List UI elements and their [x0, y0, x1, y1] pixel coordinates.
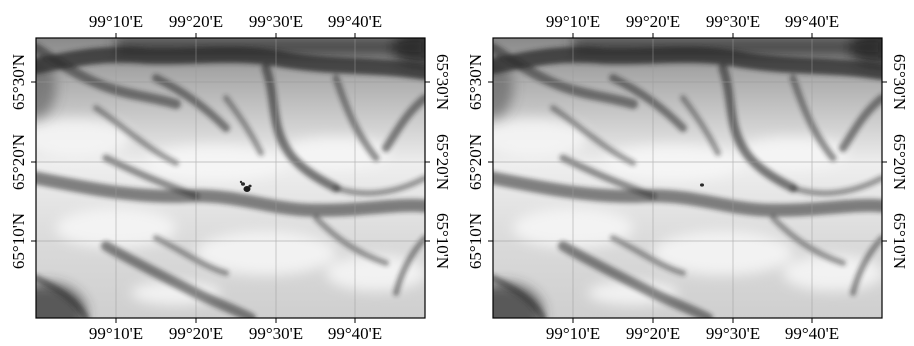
lon-label-bottom: 99°30'E — [249, 324, 303, 343]
map-svg: 99°10'E 99°10'E 99°20'E 99°20'E 99°30'E 99°30… — [9, 12, 452, 343]
lon-label-top: 99°30'E — [249, 12, 303, 31]
lat-label-right: 65°30'N — [890, 54, 909, 110]
lon-label-top: 99°40'E — [785, 12, 839, 31]
map-panel-left: 99°10'E 99°10'E 99°20'E 99°20'E 99°30'E 99°30… — [9, 12, 452, 343]
lat-label-right: 65°10'N — [890, 213, 909, 269]
elevation-raster — [493, 38, 882, 318]
lon-label-bottom: 99°10'E — [546, 324, 600, 343]
lon-label-bottom: 99°10'E — [89, 324, 143, 343]
lon-label-top: 99°30'E — [706, 12, 760, 31]
lat-label-right: 65°10'N — [433, 213, 452, 269]
lat-label-right: 65°20'N — [433, 134, 452, 190]
map-panel-right: 99°10'E 99°10'E 99°20'E 99°20'E 99°30'E 99°30… — [457, 0, 914, 346]
artifact-spots — [239, 180, 252, 192]
graticule — [36, 38, 425, 318]
lon-label-top: 99°40'E — [328, 12, 382, 31]
lat-label-right: 65°30'N — [433, 54, 452, 110]
lat-label-left: 65°10'N — [9, 213, 28, 269]
map-frame — [35, 37, 426, 319]
lon-label-top: 99°20'E — [626, 12, 680, 31]
lon-label-bottom: 99°20'E — [626, 324, 680, 343]
lon-label-bottom: 99°40'E — [785, 324, 839, 343]
lat-label-left: 65°30'N — [466, 54, 485, 110]
lat-label-left: 65°20'N — [9, 134, 28, 190]
artifact-spots — [700, 183, 704, 187]
lon-label-bottom: 99°30'E — [706, 324, 760, 343]
map-frame — [492, 37, 883, 319]
lon-label-top: 99°10'E — [89, 12, 143, 31]
lat-label-left: 65°30'N — [9, 54, 28, 110]
lon-label-top: 99°10'E — [546, 12, 600, 31]
elevation-raster — [36, 38, 425, 318]
lat-label-right: 65°20'N — [890, 134, 909, 190]
graticule — [493, 38, 882, 318]
lon-label-bottom: 99°40'E — [328, 324, 382, 343]
tick-marks — [31, 33, 430, 323]
map-svg: 99°10'E 99°10'E 99°20'E 99°20'E 99°30'E 99°30… — [466, 12, 909, 343]
lat-label-left: 65°20'N — [466, 134, 485, 190]
lat-label-left: 65°10'N — [466, 213, 485, 269]
lon-label-bottom: 99°20'E — [169, 324, 223, 343]
lon-label-top: 99°20'E — [169, 12, 223, 31]
tick-marks — [488, 33, 887, 323]
